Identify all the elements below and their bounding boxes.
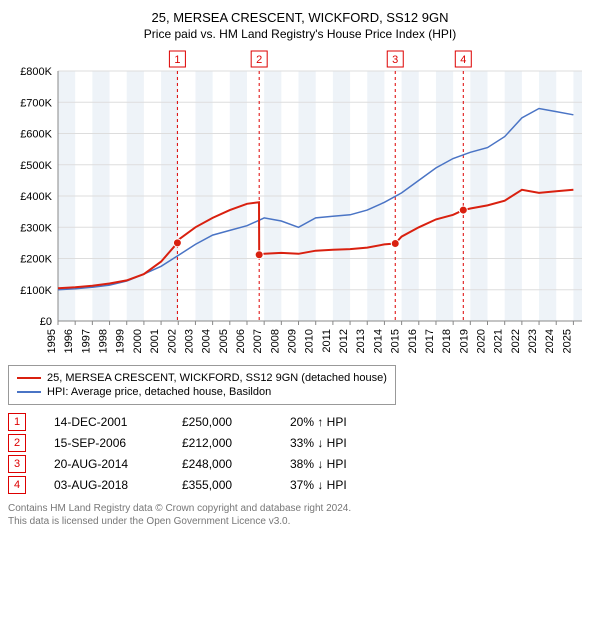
legend-label: 25, MERSEA CRESCENT, WICKFORD, SS12 9GN … [47, 372, 387, 384]
svg-text:1996: 1996 [63, 329, 75, 353]
svg-text:2010: 2010 [304, 329, 316, 353]
svg-text:2008: 2008 [269, 329, 281, 353]
chart-svg: £0 £100K £200K £300K £400K £500K £600K £700K £80… [8, 49, 592, 359]
svg-text:£0: £0 [40, 316, 52, 328]
svg-text:2022: 2022 [510, 329, 522, 353]
svg-text:2019: 2019 [458, 329, 470, 353]
price-chart: £0 £100K £200K £300K £400K £500K £600K £700K £80… [8, 49, 592, 359]
event-date: 20-AUG-2014 [54, 457, 154, 471]
event-date: 15-SEP-2006 [54, 436, 154, 450]
svg-text:2004: 2004 [201, 329, 213, 353]
svg-text:1999: 1999 [115, 329, 127, 353]
event-row: 1 14-DEC-2001 £250,000 20% ↑ HPI [8, 413, 592, 431]
svg-text:2011: 2011 [321, 329, 333, 353]
events-table: 1 14-DEC-2001 £250,000 20% ↑ HPI 2 15-SEP-200… [8, 413, 592, 494]
svg-text:2017: 2017 [424, 329, 436, 353]
svg-text:4: 4 [460, 54, 466, 66]
svg-text:£700K: £700K [20, 97, 52, 109]
svg-text:£300K: £300K [20, 222, 52, 234]
legend-row: 25, MERSEA CRESCENT, WICKFORD, SS12 9GN … [17, 372, 387, 384]
svg-text:2016: 2016 [407, 329, 419, 353]
svg-text:2005: 2005 [218, 329, 230, 353]
event-marker: 3 [8, 455, 26, 473]
svg-text:£100K: £100K [20, 285, 52, 297]
svg-text:2003: 2003 [183, 329, 195, 353]
event-marker: 2 [8, 434, 26, 452]
svg-text:2024: 2024 [544, 329, 556, 353]
svg-text:£400K: £400K [20, 191, 52, 203]
legend-label: HPI: Average price, detached house, Basi… [47, 386, 271, 398]
event-marker: 4 [8, 476, 26, 494]
event-hpi: 20% ↑ HPI [290, 415, 370, 429]
svg-text:1997: 1997 [80, 329, 92, 353]
event-price: £250,000 [182, 415, 262, 429]
svg-text:2013: 2013 [355, 329, 367, 353]
legend-swatch [17, 391, 41, 393]
event-date: 03-AUG-2018 [54, 478, 154, 492]
svg-text:2021: 2021 [493, 329, 505, 353]
svg-text:£600K: £600K [20, 129, 52, 141]
svg-text:2012: 2012 [338, 329, 350, 353]
svg-text:1: 1 [174, 54, 180, 66]
svg-text:2000: 2000 [132, 329, 144, 353]
svg-text:2006: 2006 [235, 329, 247, 353]
page-subtitle: Price paid vs. HM Land Registry's House … [8, 27, 592, 41]
event-price: £212,000 [182, 436, 262, 450]
svg-text:£500K: £500K [20, 160, 52, 172]
legend: 25, MERSEA CRESCENT, WICKFORD, SS12 9GN … [8, 365, 396, 405]
svg-text:2025: 2025 [561, 329, 573, 353]
footer-line-1: Contains HM Land Registry data © Crown c… [8, 502, 592, 515]
svg-text:2018: 2018 [441, 329, 453, 353]
svg-text:2023: 2023 [527, 329, 539, 353]
event-row: 2 15-SEP-2006 £212,000 33% ↓ HPI [8, 434, 592, 452]
event-marker: 1 [8, 413, 26, 431]
svg-text:£200K: £200K [20, 254, 52, 266]
footer-line-2: This data is licensed under the Open Gov… [8, 515, 592, 528]
svg-text:3: 3 [392, 54, 398, 66]
page-title: 25, MERSEA CRESCENT, WICKFORD, SS12 9GN [8, 10, 592, 25]
event-hpi: 33% ↓ HPI [290, 436, 370, 450]
event-price: £248,000 [182, 457, 262, 471]
event-hpi: 38% ↓ HPI [290, 457, 370, 471]
event-hpi: 37% ↓ HPI [290, 478, 370, 492]
svg-text:1995: 1995 [46, 329, 58, 353]
event-row: 4 03-AUG-2018 £355,000 37% ↓ HPI [8, 476, 592, 494]
svg-text:2: 2 [256, 54, 262, 66]
svg-text:1998: 1998 [98, 329, 110, 353]
svg-text:2009: 2009 [287, 329, 299, 353]
event-date: 14-DEC-2001 [54, 415, 154, 429]
legend-swatch [17, 377, 41, 379]
footer-text: Contains HM Land Registry data © Crown c… [8, 502, 592, 528]
event-row: 3 20-AUG-2014 £248,000 38% ↓ HPI [8, 455, 592, 473]
svg-text:2020: 2020 [476, 329, 488, 353]
svg-text:2014: 2014 [372, 329, 384, 353]
legend-row: HPI: Average price, detached house, Basi… [17, 386, 387, 398]
svg-text:2015: 2015 [390, 329, 402, 353]
svg-text:2007: 2007 [252, 329, 264, 353]
svg-text:2001: 2001 [149, 329, 161, 353]
event-price: £355,000 [182, 478, 262, 492]
svg-text:2002: 2002 [166, 329, 178, 353]
svg-text:£800K: £800K [20, 66, 52, 78]
